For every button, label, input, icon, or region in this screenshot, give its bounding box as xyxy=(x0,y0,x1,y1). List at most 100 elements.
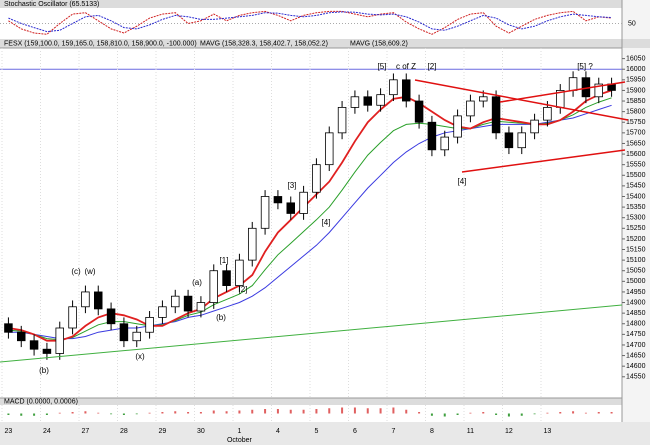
stoch-label: Stochastic Oscillator (65.5133) xyxy=(4,1,99,8)
macd-bar xyxy=(559,412,562,414)
candle-body xyxy=(389,79,398,96)
price-axis-band xyxy=(622,0,650,445)
macd-bar xyxy=(392,407,395,414)
candle-body xyxy=(273,196,283,204)
x-tick-label: 1 xyxy=(237,428,241,435)
y-tick-label: 15700 xyxy=(626,130,646,137)
candle-body xyxy=(491,96,501,134)
wave-label: (x) xyxy=(135,352,145,361)
main-header xyxy=(0,39,650,48)
macd-bar xyxy=(45,413,48,415)
macd-label: MACD (0.0000, 0.0006) xyxy=(4,398,78,405)
candle-body xyxy=(594,83,604,98)
wave-label: (b) xyxy=(216,313,226,322)
candle-body xyxy=(132,331,141,342)
macd-bar xyxy=(238,410,241,414)
trend-line xyxy=(461,149,626,173)
x-tick-label: 27 xyxy=(82,428,90,435)
y-tick-label: 15050 xyxy=(626,268,646,275)
candle-body xyxy=(312,164,321,193)
y-tick-label: 14700 xyxy=(626,342,646,349)
macd-bar xyxy=(482,412,485,414)
macd-bar xyxy=(469,412,472,414)
x-tick-label: 24 xyxy=(43,428,51,435)
candle-body xyxy=(247,227,257,261)
candle-body xyxy=(196,302,206,312)
y-tick-label: 15250 xyxy=(626,225,646,232)
wave-label: [1] xyxy=(220,256,229,265)
candle-body xyxy=(106,308,116,325)
y-tick-label: 15350 xyxy=(626,204,646,211)
candle-body xyxy=(209,270,218,303)
y-tick-label: 14850 xyxy=(626,310,646,317)
wave-label: (w) xyxy=(84,267,95,276)
candle-body xyxy=(504,132,514,149)
candle-body xyxy=(568,77,578,91)
wave-label: [4] xyxy=(322,218,331,227)
macd-bar xyxy=(495,413,498,415)
wave-label: [4] xyxy=(458,177,467,186)
macd-bar xyxy=(584,412,587,414)
moving-average xyxy=(8,104,612,340)
y-tick-label: 15750 xyxy=(626,119,646,126)
candle-body xyxy=(376,94,385,106)
y-tick-label: 15850 xyxy=(626,98,646,105)
x-tick-label: 7 xyxy=(391,428,395,435)
macd-bar xyxy=(443,413,446,417)
y-tick-label: 15950 xyxy=(626,77,646,84)
x-tick-label: 12 xyxy=(505,428,513,435)
y-tick-label: 14900 xyxy=(626,299,646,306)
macd-bar xyxy=(341,407,344,414)
y-tick-label: 15200 xyxy=(626,236,646,243)
candle-body xyxy=(119,323,129,342)
candle-body xyxy=(324,132,334,166)
candle-body xyxy=(183,295,193,312)
macd-bar xyxy=(251,409,254,414)
wave-label: (c) xyxy=(71,267,81,276)
candle-body xyxy=(453,115,462,138)
macd-bar xyxy=(507,413,510,417)
x-tick-label: 6 xyxy=(353,428,357,435)
x-tick-label: 13 xyxy=(544,428,552,435)
x-tick-label: 28 xyxy=(120,428,128,435)
y-tick-label: 15900 xyxy=(626,87,646,94)
macd-bar xyxy=(148,412,151,414)
candle-body xyxy=(401,79,411,102)
candle-body xyxy=(260,196,270,229)
macd-bar xyxy=(276,409,279,414)
candle-body xyxy=(440,136,449,151)
macd-bar xyxy=(135,413,138,415)
macd-bar xyxy=(122,413,125,415)
candle-body xyxy=(42,348,52,354)
x-tick-label: 30 xyxy=(197,428,205,435)
stoch-header xyxy=(0,0,622,8)
candle-body xyxy=(363,96,372,106)
y-tick-label: 15100 xyxy=(626,257,646,264)
macd-bar xyxy=(572,411,575,414)
candle-body xyxy=(145,316,154,333)
x-axis-band xyxy=(0,422,650,445)
trend-line xyxy=(499,81,626,103)
x-tick-label: 11 xyxy=(467,428,474,435)
x-tick-label: 5 xyxy=(314,428,318,435)
macd-bar xyxy=(187,412,190,414)
macd-bar xyxy=(33,413,36,416)
wave-label: (b) xyxy=(39,366,49,375)
macd-bar xyxy=(199,412,202,414)
macd-bar xyxy=(597,412,600,414)
macd-bar xyxy=(97,412,100,414)
macd-bar xyxy=(225,411,228,414)
candle-body xyxy=(427,121,437,151)
y-tick-label: 14550 xyxy=(626,374,646,381)
y-tick-label: 16000 xyxy=(626,66,646,73)
candle-body xyxy=(299,191,308,214)
y-tick-label: 15450 xyxy=(626,183,646,190)
macd-bar xyxy=(533,413,536,415)
trend-line xyxy=(0,304,623,363)
wave-label: [5] ? xyxy=(577,62,593,71)
y-tick-label: 15600 xyxy=(626,151,646,158)
macd-header xyxy=(0,398,622,405)
macd-bar xyxy=(174,411,177,414)
